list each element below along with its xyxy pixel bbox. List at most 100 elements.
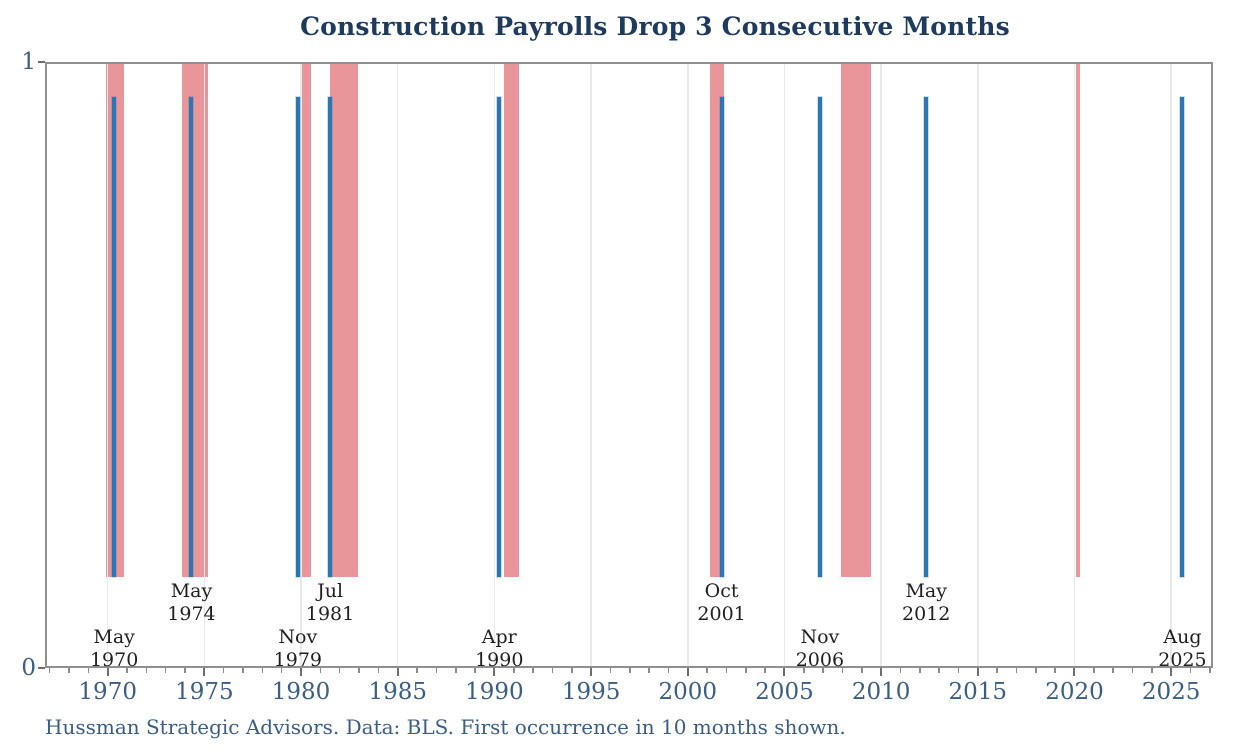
x-axis-minor-tick [706, 668, 708, 673]
x-axis-minor-tick [126, 668, 128, 673]
y-tick-label: 0 [21, 655, 36, 681]
event-label: Oct 2001 [657, 580, 787, 626]
x-axis-minor-tick [435, 668, 438, 673]
event-label-year: 1970 [89, 649, 139, 671]
y-axis-tick [38, 61, 45, 63]
recession-band [841, 64, 872, 577]
x-axis-minor-tick [861, 668, 863, 673]
event-spike [719, 97, 724, 577]
x-tick-label: 2025 [1141, 679, 1201, 705]
x-axis-minor-tick [1015, 668, 1018, 673]
x-axis-minor-tick [551, 668, 554, 673]
event-spike [328, 97, 333, 577]
x-axis-minor-tick [996, 668, 998, 673]
event-label-month: May [93, 626, 135, 648]
x-axis-minor-tick [455, 668, 457, 673]
event-label: Jul 1981 [265, 580, 395, 626]
x-axis-minor-tick [1209, 668, 1211, 673]
y-axis-tick [38, 667, 45, 669]
x-tick-label: 1985 [368, 679, 427, 705]
y-tick-label: 1 [21, 49, 36, 75]
recession-band [1076, 64, 1081, 577]
x-axis-major-tick [1170, 668, 1173, 676]
event-label: Apr 1990 [434, 626, 564, 672]
gridline-vertical [880, 64, 882, 666]
gridline-vertical [1170, 64, 1172, 666]
x-axis-minor-tick [338, 668, 341, 673]
x-axis-minor-tick [261, 668, 264, 673]
x-axis-minor-tick [822, 668, 824, 673]
x-axis-major-tick [880, 668, 883, 676]
x-axis-major-tick [590, 668, 593, 676]
x-axis-minor-tick [242, 668, 244, 673]
x-axis-minor-tick [164, 668, 167, 673]
gridline-vertical [687, 64, 689, 666]
x-axis-minor-tick [609, 668, 612, 673]
gridline-vertical [203, 64, 206, 666]
x-axis-minor-tick [764, 668, 766, 673]
x-axis-minor-tick [1035, 668, 1037, 673]
x-axis-major-tick [106, 668, 109, 676]
event-label-month: Nov [800, 626, 840, 648]
x-axis-minor-tick [648, 668, 650, 673]
x-tick-label: 2005 [755, 679, 814, 705]
x-axis-minor-tick [377, 668, 380, 673]
x-axis-minor-tick [1189, 668, 1192, 673]
x-axis-minor-tick [513, 668, 515, 673]
event-label-month: Apr [481, 626, 517, 648]
x-tick-label: 1970 [78, 679, 137, 705]
x-axis-minor-tick [1093, 668, 1095, 673]
event-label-year: 2025 [1158, 649, 1207, 671]
x-tick-label: 1980 [271, 679, 331, 705]
x-axis-major-tick [1073, 668, 1076, 676]
x-axis-minor-tick [938, 668, 940, 673]
x-tick-label: 1990 [465, 679, 524, 705]
event-spike [1180, 97, 1185, 577]
x-axis-minor-tick [957, 668, 960, 673]
event-label: Aug 2025 [1117, 626, 1242, 672]
event-label-year: 2012 [902, 603, 951, 625]
chart-title: Construction Payrolls Drop 3 Consecutive… [300, 12, 1010, 41]
x-axis-major-tick [203, 668, 206, 676]
recession-band [181, 64, 208, 577]
x-axis-minor-tick [319, 668, 322, 673]
x-axis-minor-tick [667, 668, 670, 673]
x-axis-minor-tick [1054, 668, 1056, 673]
event-label-month: May [905, 580, 947, 602]
x-axis-minor-tick [532, 668, 534, 673]
gridline-vertical [783, 64, 786, 666]
event-label-year: 2001 [697, 603, 746, 625]
x-axis-minor-tick [48, 668, 51, 673]
event-label: May 1974 [126, 580, 256, 626]
event-label: Nov 1979 [233, 626, 363, 672]
x-axis-minor-tick [68, 668, 70, 673]
x-tick-label: 1975 [175, 679, 234, 705]
x-axis-major-tick [783, 668, 786, 676]
x-axis-minor-tick [1112, 668, 1114, 673]
event-label: May 1970 [49, 626, 179, 672]
event-label-month: Jul [317, 580, 344, 602]
event-spike [295, 97, 300, 577]
x-axis-minor-tick [745, 668, 747, 673]
x-axis-minor-tick [725, 668, 728, 673]
x-axis-major-tick [396, 668, 399, 676]
event-spike [817, 97, 822, 577]
gridline-vertical [1073, 64, 1076, 666]
x-axis-minor-tick [145, 668, 148, 673]
x-axis-minor-tick [1131, 668, 1134, 673]
x-axis-major-tick [976, 668, 979, 676]
gridline-vertical [106, 64, 109, 666]
event-label-year: 1981 [305, 603, 355, 625]
event-label-year: 2006 [795, 649, 845, 671]
event-label-month: Nov [278, 626, 318, 648]
event-spike [924, 97, 929, 577]
x-tick-label: 1995 [561, 679, 621, 705]
x-axis-minor-tick [571, 668, 573, 673]
event-label-year: 1979 [273, 649, 322, 671]
event-spike [189, 97, 194, 577]
event-spike [112, 97, 117, 577]
x-axis-minor-tick [416, 668, 418, 673]
event-label: May 2012 [861, 580, 991, 626]
x-tick-label: 2020 [1045, 679, 1104, 705]
